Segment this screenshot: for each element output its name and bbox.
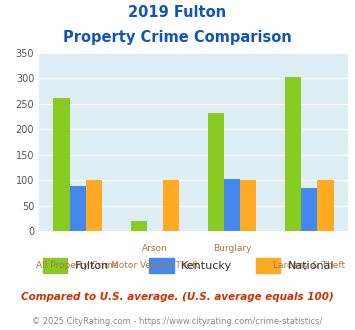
Bar: [317, 180, 334, 231]
Bar: [224, 179, 240, 231]
Bar: [53, 98, 70, 231]
Text: National: National: [288, 261, 334, 271]
Text: Kentucky: Kentucky: [181, 261, 232, 271]
Text: Motor Vehicle Theft: Motor Vehicle Theft: [111, 261, 199, 270]
Bar: [301, 188, 317, 231]
Bar: [131, 221, 147, 231]
Bar: [285, 77, 301, 231]
Text: © 2025 CityRating.com - https://www.cityrating.com/crime-statistics/: © 2025 CityRating.com - https://www.city…: [32, 317, 323, 326]
Bar: [70, 186, 86, 231]
Text: Larceny & Theft: Larceny & Theft: [273, 261, 345, 270]
Text: Burglary: Burglary: [213, 244, 251, 253]
Text: All Property Crime: All Property Crime: [37, 261, 119, 270]
Text: Compared to U.S. average. (U.S. average equals 100): Compared to U.S. average. (U.S. average …: [21, 292, 334, 302]
Bar: [86, 180, 102, 231]
Text: Property Crime Comparison: Property Crime Comparison: [63, 30, 292, 45]
Bar: [240, 180, 256, 231]
Text: Arson: Arson: [142, 244, 168, 253]
Bar: [208, 113, 224, 231]
Text: 2019 Fulton: 2019 Fulton: [129, 5, 226, 20]
Text: Fulton: Fulton: [75, 261, 109, 271]
Bar: [163, 180, 179, 231]
